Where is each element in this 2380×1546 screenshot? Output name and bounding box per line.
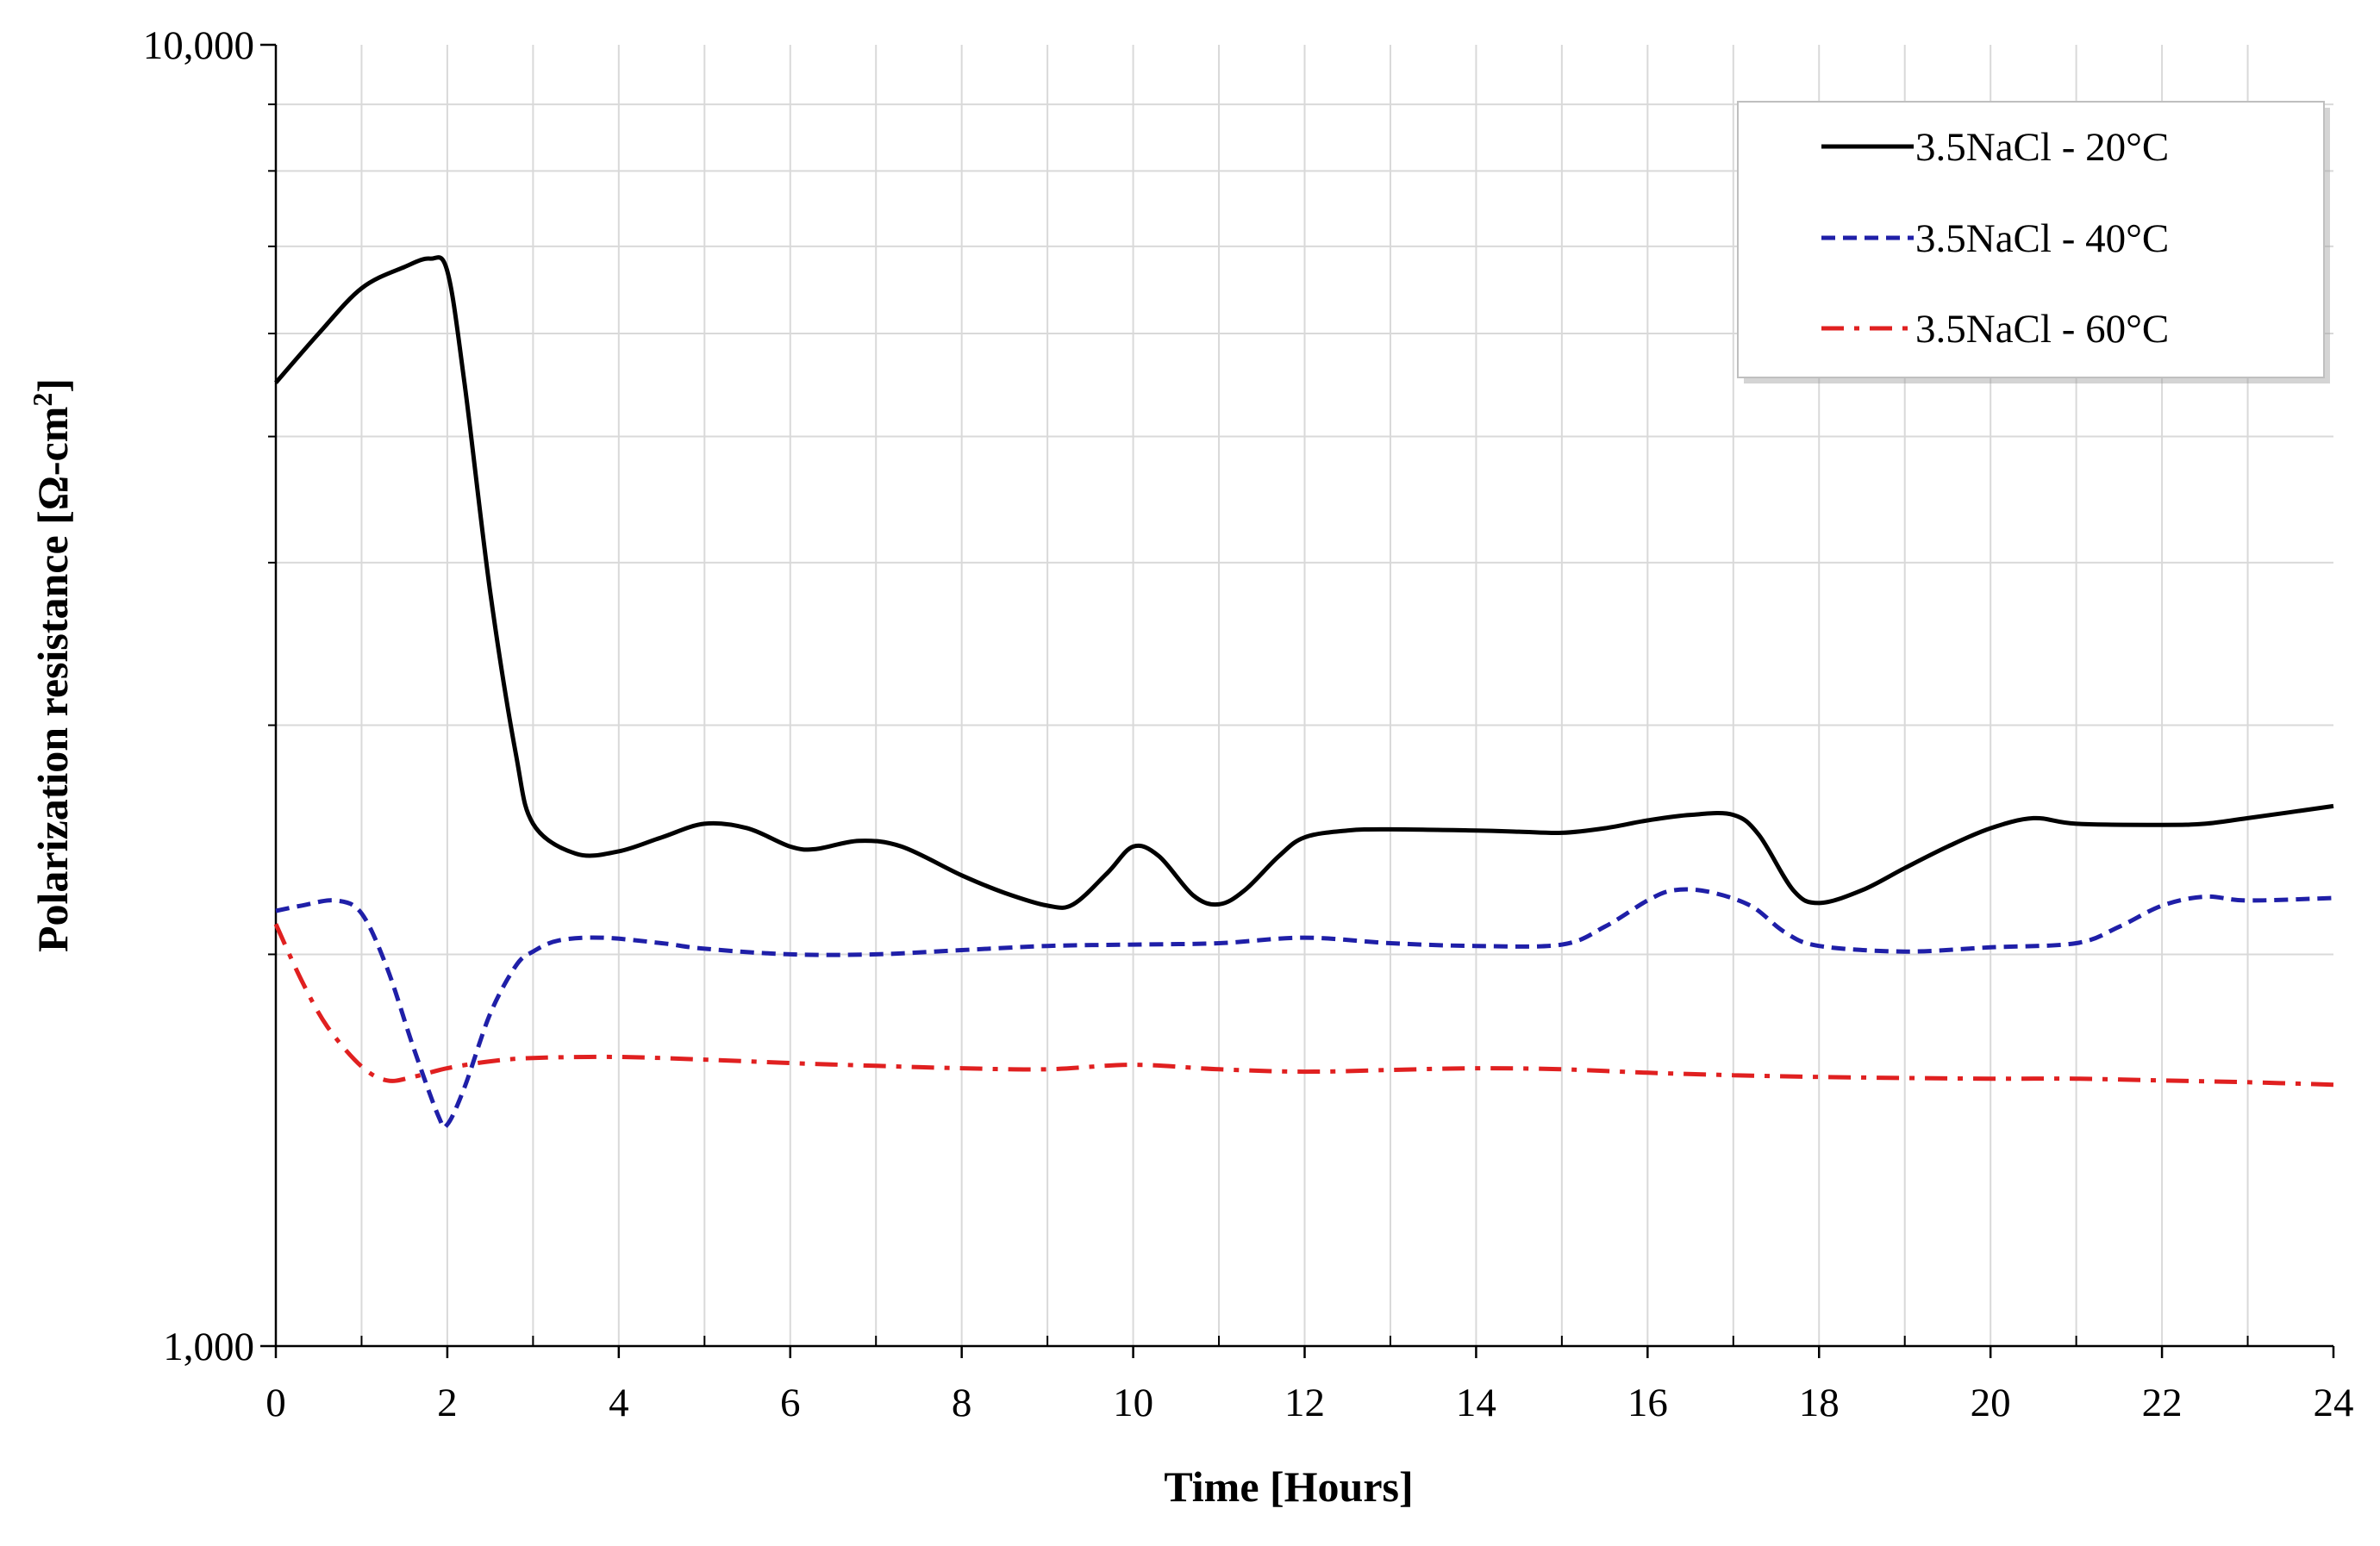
x-tick-label: 14: [1456, 1381, 1496, 1425]
axes: [260, 43, 2335, 1358]
x-tick-label: 2: [437, 1381, 458, 1425]
y-axis-title-superscript: 2: [27, 393, 58, 407]
series-line-20c: [274, 255, 2334, 910]
y-axis-title: Polarization resistance [Ω-cm2]: [27, 378, 77, 952]
y-axis-title-end: ]: [28, 378, 77, 393]
x-tick-label: 22: [2142, 1381, 2183, 1425]
legend-label: 3.5NaCl - 60°C: [1915, 307, 2169, 352]
y-axis-title-main: Polarization resistance [Ω-cm: [28, 407, 77, 952]
x-tick-label: 6: [780, 1381, 801, 1425]
series-line-40c: [275, 887, 2334, 1131]
x-tick-label: 10: [1113, 1381, 1153, 1425]
x-tick-label: 12: [1284, 1381, 1325, 1425]
x-axis-title: Time [Hours]: [1164, 1462, 1413, 1511]
x-tick-label: 8: [952, 1381, 972, 1425]
x-tick-label: 20: [1971, 1381, 2011, 1425]
legend-label: 3.5NaCl - 20°C: [1915, 125, 2169, 170]
legend: 3.5NaCl - 20°C 3.5NaCl - 40°C 3.5NaCl - …: [1737, 101, 2330, 383]
x-tick-label: 0: [265, 1381, 286, 1425]
series-line-60c: [273, 923, 2334, 1088]
x-tick-label: 4: [609, 1381, 629, 1425]
x-tick-label: 24: [2314, 1381, 2354, 1425]
y-tick-label: 1,000: [163, 1325, 254, 1369]
y-tick-label: 10,000: [143, 23, 254, 68]
series-layer: [273, 255, 2334, 1131]
x-tick-label: 18: [1799, 1381, 1840, 1425]
legend-label: 3.5NaCl - 40°C: [1915, 216, 2169, 261]
x-tick-label: 16: [1627, 1381, 1668, 1425]
